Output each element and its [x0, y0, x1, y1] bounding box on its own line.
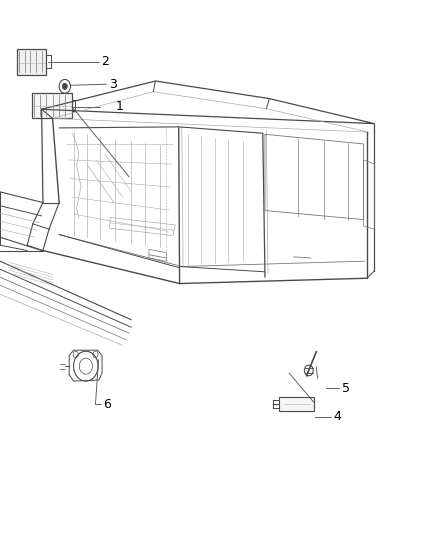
Text: 3: 3	[110, 78, 117, 91]
Text: 5: 5	[342, 382, 350, 394]
Text: 4: 4	[333, 410, 341, 423]
Circle shape	[62, 83, 67, 90]
Text: 1: 1	[116, 100, 124, 113]
Bar	[32, 93, 72, 118]
Bar	[279, 397, 314, 411]
Bar	[17, 49, 46, 75]
Text: 6: 6	[103, 398, 111, 410]
Text: 2: 2	[101, 55, 109, 68]
